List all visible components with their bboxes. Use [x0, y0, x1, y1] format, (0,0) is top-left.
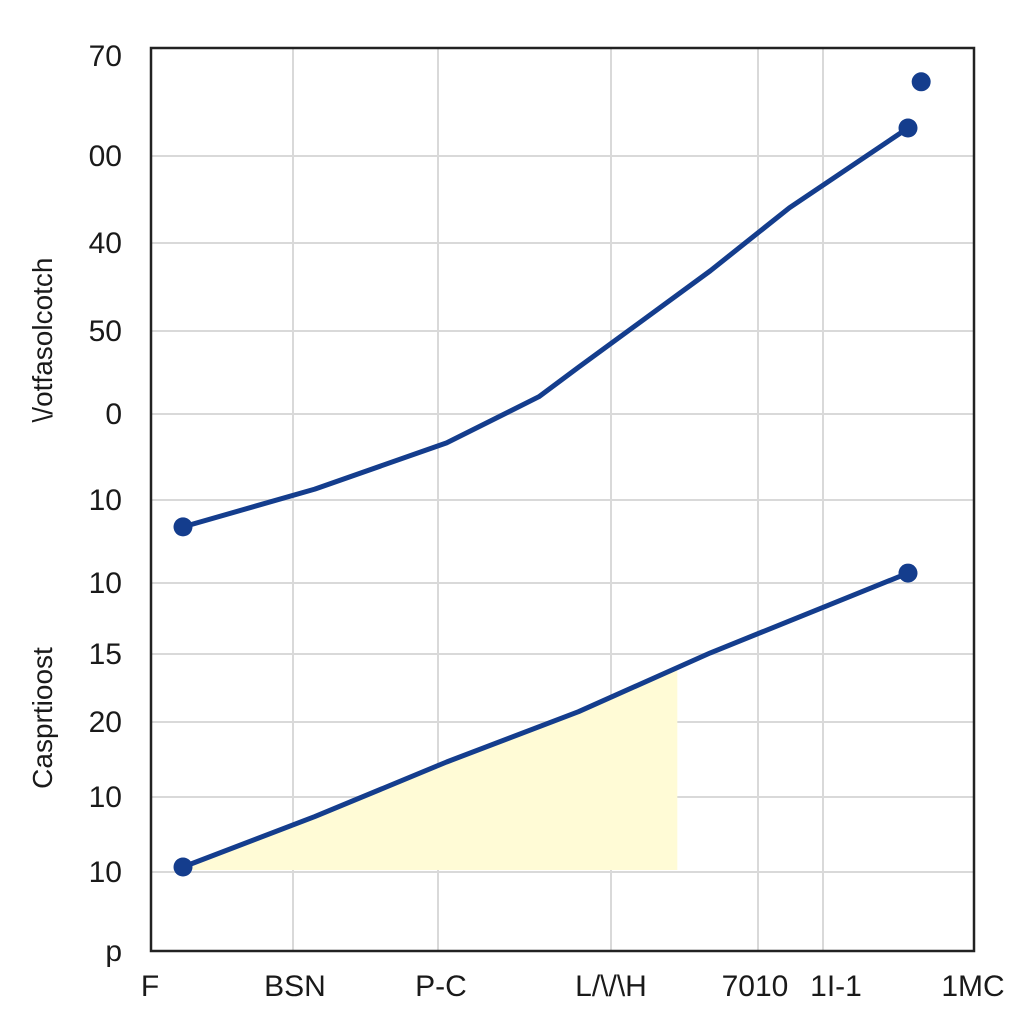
- y-tick-label: 10: [89, 856, 122, 889]
- series-line-1: [180, 125, 911, 530]
- x-tick-label: 7010: [722, 970, 789, 1003]
- y-tick-label: 10: [89, 567, 122, 600]
- x-tick-label: 1I-1: [810, 970, 862, 1003]
- markers-layer: [173, 72, 931, 877]
- y-tick-label: 70: [89, 40, 122, 73]
- y-tick-label: 10: [89, 781, 122, 814]
- y-tick-label: 15: [89, 638, 122, 671]
- series-lines-layer: [180, 125, 911, 870]
- data-point-marker: [898, 563, 918, 583]
- y-axis-title-lower: Casprtioost: [27, 647, 58, 789]
- y-tick-label: 50: [89, 315, 122, 348]
- y-tick-label: p: [105, 935, 122, 968]
- x-tick-label: L/\/\H: [575, 970, 647, 1003]
- y-tick-label: 20: [89, 706, 122, 739]
- x-tick-label: F: [141, 970, 159, 1003]
- y-tick-label: 40: [89, 227, 122, 260]
- data-point-marker: [911, 72, 931, 92]
- x-tick-label: 1MC: [941, 970, 1004, 1003]
- y-axis-title-upper: \/otfasolcotch: [27, 258, 58, 423]
- x-tick-labels: F BSN P-C L/\/\H 7010 1I-1 1MC: [141, 970, 1005, 1003]
- plot-frame: [149, 46, 976, 953]
- x-tick-label: P-C: [415, 970, 467, 1003]
- y-tick-labels: 70 00 40 50 0 10 10 15 20 10 10 p: [89, 40, 122, 968]
- data-point-marker: [173, 857, 193, 877]
- data-point-marker: [173, 517, 193, 537]
- series-line-2: [180, 570, 911, 870]
- y-tick-label: 10: [89, 484, 122, 517]
- data-point-marker: [898, 118, 918, 138]
- x-tick-label: BSN: [264, 970, 326, 1003]
- y-tick-label: 0: [105, 398, 122, 431]
- y-tick-label: 00: [89, 140, 122, 173]
